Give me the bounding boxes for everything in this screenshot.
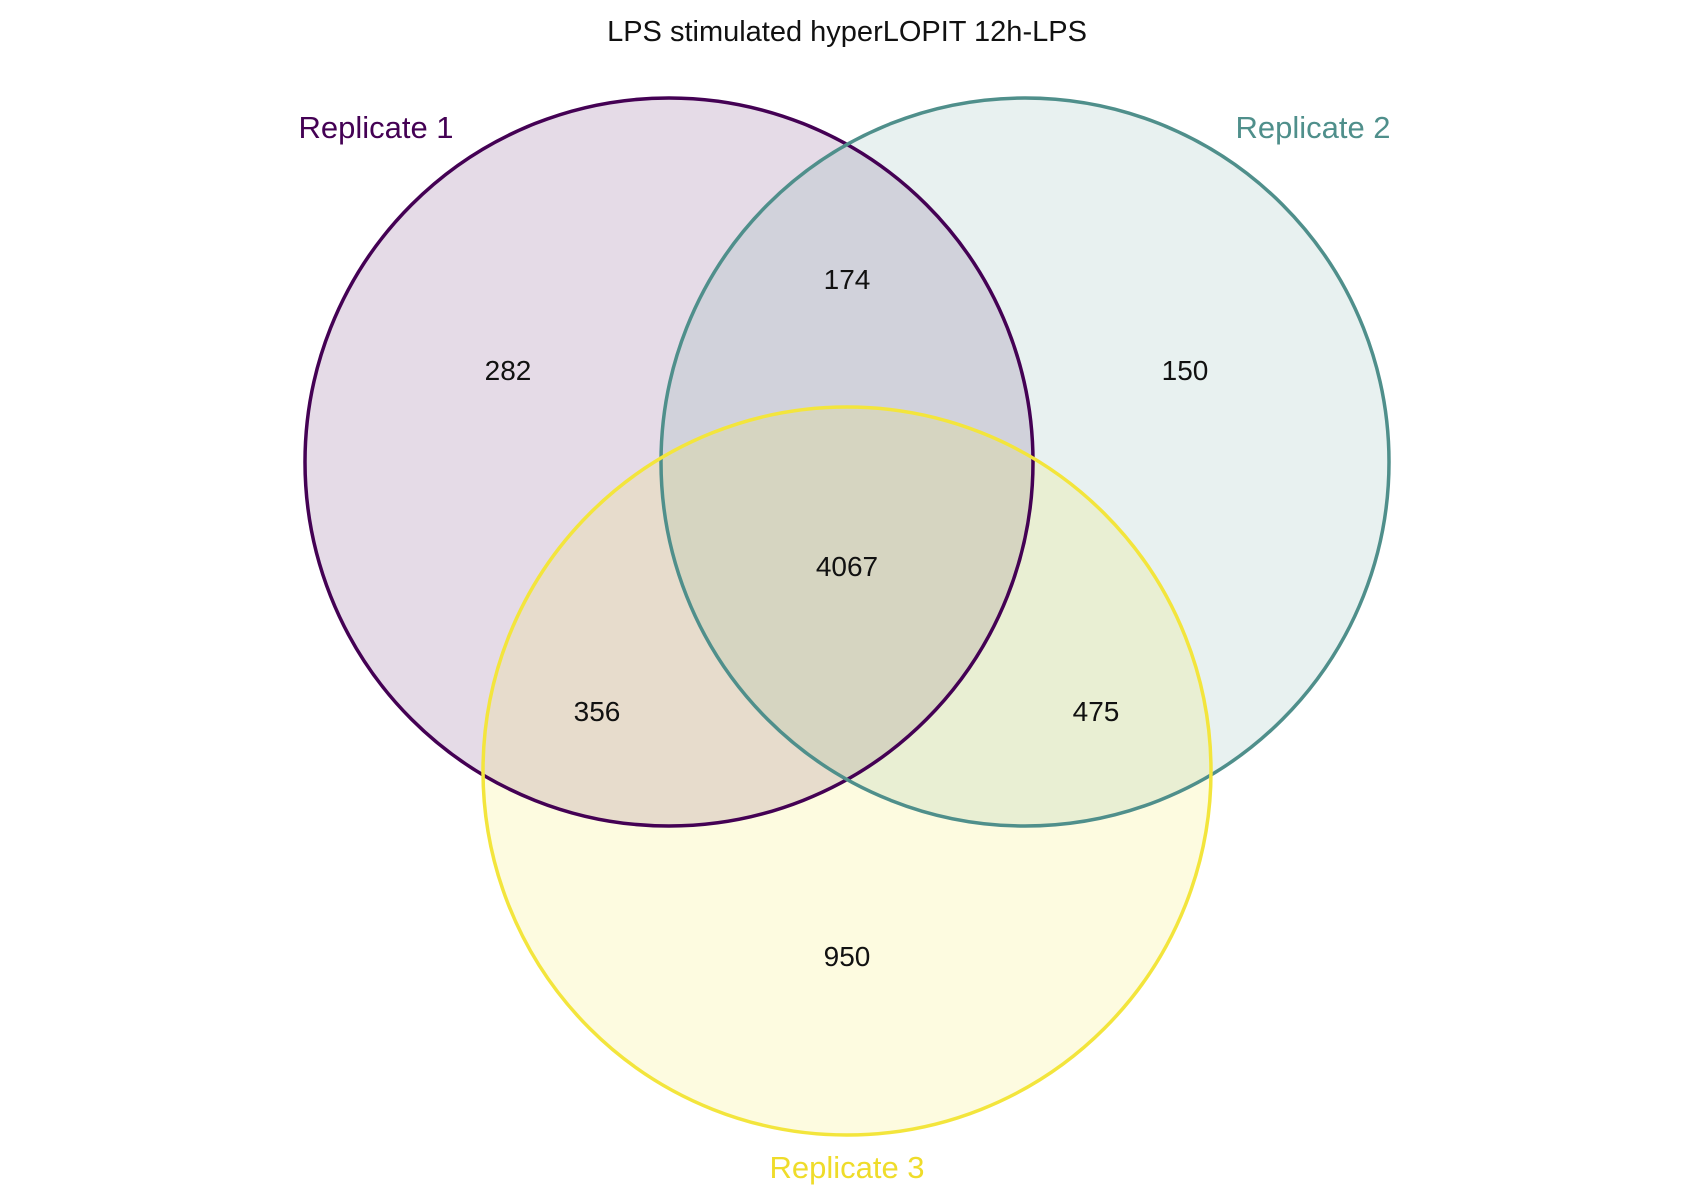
circle-replicate-2-outline — [659, 96, 1391, 828]
circle-replicate-2-fill — [661, 98, 1389, 826]
count-only-replicate-3: 950 — [824, 941, 871, 972]
circle-replicate-1-fill — [305, 98, 1033, 826]
set-label-replicate-2: Replicate 2 — [1235, 110, 1390, 145]
circle-replicate-1-outline — [303, 96, 1035, 828]
diagram-title: LPS stimulated hyperLOPIT 12h-LPS — [607, 16, 1087, 48]
set-label-replicate-3: Replicate 3 — [769, 1150, 924, 1185]
set-label-replicate-1: Replicate 1 — [298, 110, 453, 145]
count-all-replicates: 4067 — [816, 551, 878, 582]
count-only-replicate-2: 150 — [1162, 355, 1209, 386]
circle-replicate-3-fill — [483, 407, 1211, 1135]
count-replicate-1-2: 174 — [824, 264, 871, 295]
count-replicate-1-3: 356 — [574, 696, 621, 727]
count-replicate-2-3: 475 — [1073, 696, 1120, 727]
circle-replicate-3-outline — [481, 405, 1213, 1137]
count-only-replicate-1: 282 — [485, 355, 532, 386]
